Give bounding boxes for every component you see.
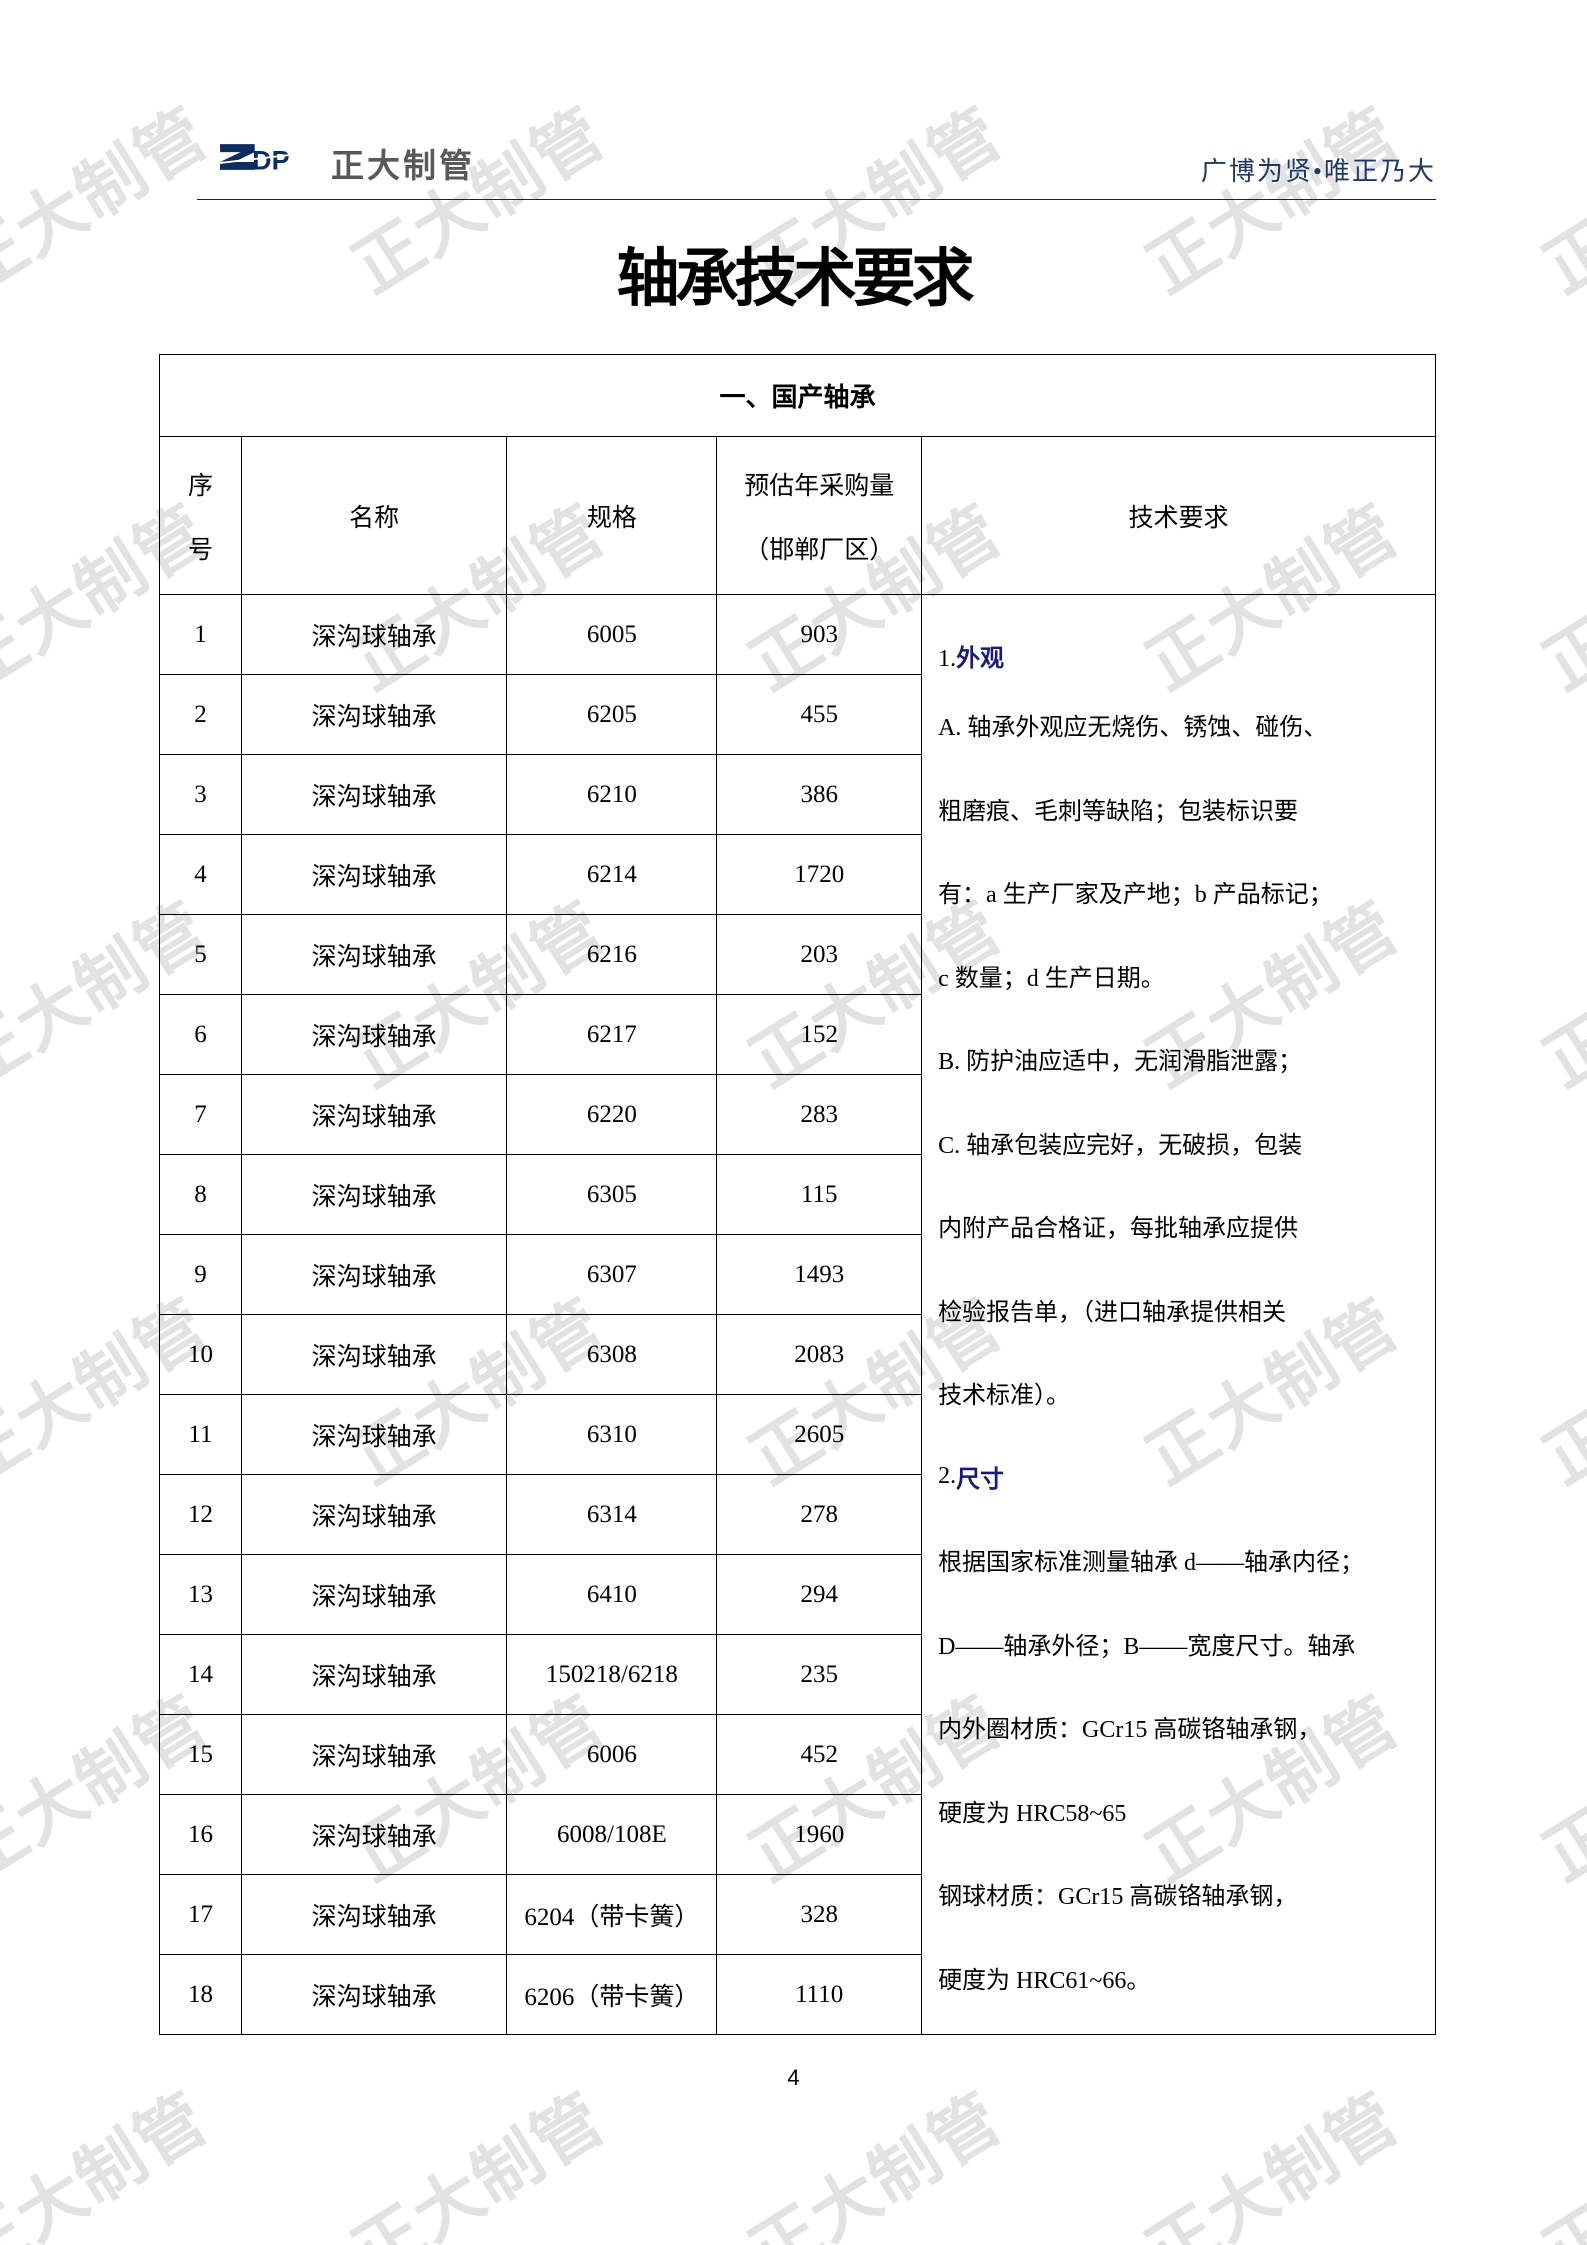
svg-text:DP: DP (252, 145, 289, 175)
